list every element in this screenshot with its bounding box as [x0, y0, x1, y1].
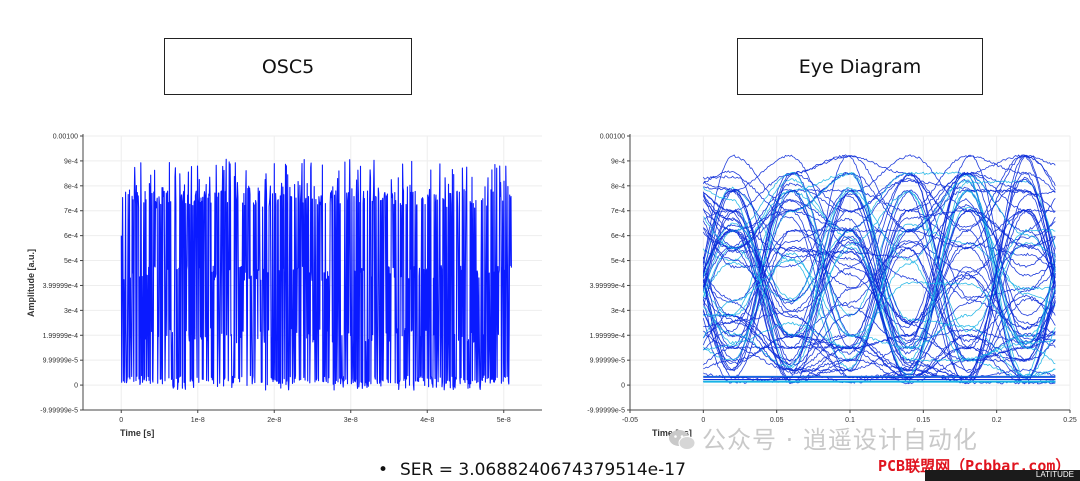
x-tick-label: 1e-8	[191, 417, 205, 424]
y-tick-label: -9.99999e-5	[587, 407, 625, 414]
y-tick-label: 7e-4	[611, 208, 625, 215]
ser-bullet: • SER = 3.0688240674379514e-17	[378, 460, 686, 480]
y-tick-label: 7e-4	[64, 208, 78, 215]
eye-trace	[702, 195, 1056, 375]
y-axis-label: Amplitude [a.u.]	[26, 249, 36, 317]
y-tick-label: 0	[74, 383, 78, 390]
y-tick-label: 6e-4	[64, 233, 78, 240]
y-tick-label: 3e-4	[64, 308, 78, 315]
y-tick-label: 8e-4	[64, 183, 78, 190]
y-tick-label: 6e-4	[611, 233, 625, 240]
eye-trace	[702, 177, 1056, 306]
eye-diagram-title-box: Eye Diagram	[737, 38, 983, 95]
eye-trace	[702, 258, 1056, 344]
y-tick-label: -9.99999e-5	[40, 407, 78, 414]
eye-trace	[703, 241, 1056, 367]
eye-trace	[702, 209, 1056, 324]
eye-trace	[703, 172, 1056, 363]
eye-trace	[702, 209, 1056, 380]
eye-trace	[702, 155, 1056, 295]
eye-trace	[703, 179, 1056, 379]
y-tick-label: 9e-4	[64, 158, 78, 165]
y-tick-label: 8e-4	[611, 183, 625, 190]
eye-diagram-chart: -9.99999e-5 0 9.99999e-5 1.99999e-4 3e-4 3.99…	[587, 134, 1077, 439]
eye-trace	[702, 155, 1056, 384]
y-tick-label: 9.99999e-5	[43, 358, 79, 365]
osc5-title: OSC5	[261, 55, 315, 78]
eye-trace	[702, 190, 1056, 369]
y-tick-label: 3.99999e-4	[43, 283, 79, 290]
bullet-dot-icon: •	[378, 460, 389, 480]
x-tick-label: 0	[701, 417, 705, 424]
eye-trace	[702, 190, 1056, 372]
y-tick-label: 0.00100	[53, 134, 78, 141]
eye-trace	[702, 170, 1056, 343]
wechat-icon	[669, 430, 696, 450]
x-tick-label: 0.1	[845, 417, 855, 424]
eye-trace	[702, 186, 1056, 367]
x-tick-label: 3e-8	[344, 417, 358, 424]
y-tick-label: 1.99999e-4	[590, 333, 626, 340]
eye-trace	[702, 210, 1056, 385]
watermark: 公众号 · 逍遥设计自动化	[668, 420, 978, 455]
y-tick-label: 5e-4	[611, 258, 625, 265]
x-tick-label: 0	[119, 417, 123, 424]
y-tick-label: 9e-4	[611, 158, 625, 165]
eye-trace	[703, 155, 1056, 385]
eye-trace	[702, 154, 1056, 250]
x-tick-label: 0.05	[770, 417, 784, 424]
y-tick-label: 1.99999e-4	[43, 333, 79, 340]
y-tick-label: 9.99999e-5	[590, 358, 626, 365]
y-tick-label: 3.99999e-4	[590, 283, 626, 290]
corner-logo: LATITUDE	[925, 470, 1080, 481]
x-axis-label: Time [s]	[120, 428, 154, 438]
y-tick-label: 3e-4	[611, 308, 625, 315]
x-tick-label: -0.05	[622, 417, 638, 424]
eye-trace	[703, 229, 1056, 379]
eye-trace	[702, 171, 1056, 365]
x-tick-label: 5e-8	[497, 417, 511, 424]
watermark-text: 公众号 · 逍遥设计自动化	[702, 426, 978, 454]
osc5-title-box: OSC5	[164, 38, 412, 95]
corner-logo-text: LATITUDE	[1035, 470, 1074, 479]
y-tick-label: 5e-4	[64, 258, 78, 265]
x-tick-label: 2e-8	[267, 417, 281, 424]
x-tick-label: 0.15	[917, 417, 931, 424]
x-tick-label: 0.2	[992, 417, 1002, 424]
eye-trace	[702, 154, 1056, 379]
y-tick-label: 0	[621, 383, 625, 390]
eye-diagram-title: Eye Diagram	[798, 55, 922, 78]
x-tick-label: 0.25	[1063, 417, 1077, 424]
y-tick-label: 0.00100	[600, 134, 625, 141]
x-tick-label: 4e-8	[420, 417, 434, 424]
eye-trace	[703, 186, 1056, 277]
osc5-trace	[120, 158, 512, 391]
osc5-chart: -9.99999e-5 0 9.99999e-5 1.99999e-4 3e-4 3.99…	[26, 134, 542, 438]
ser-text: SER = 3.0688240674379514e-17	[400, 460, 686, 480]
